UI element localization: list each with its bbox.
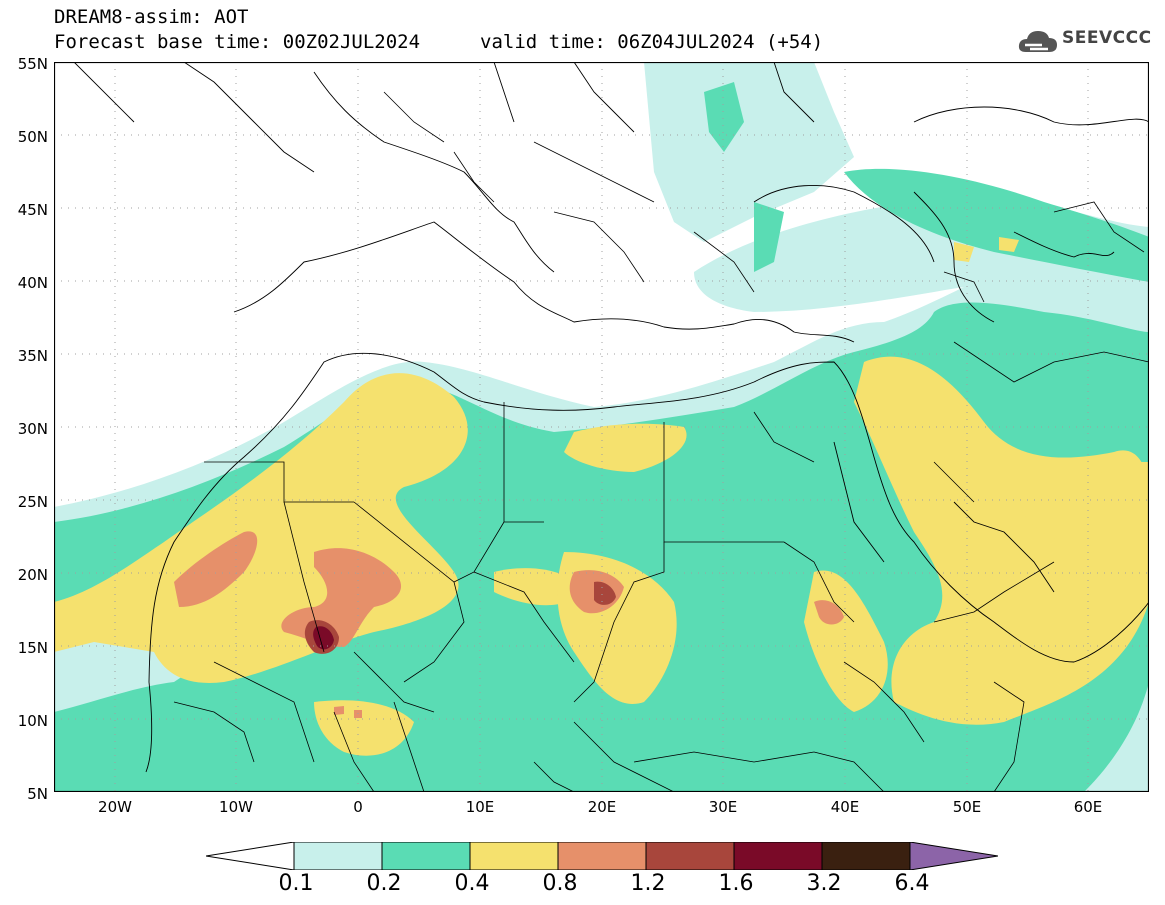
lon-label-20w: 20W: [98, 798, 132, 816]
colorbar-cell: [821, 842, 911, 870]
lat-label-35n: 35N: [17, 347, 48, 365]
lon-label-20e: 20E: [587, 798, 617, 816]
lat-label-15n: 15N: [17, 639, 48, 657]
colorbar-cell: [469, 842, 559, 870]
lat-label-50n: 50N: [17, 128, 48, 146]
lon-label-60e: 60E: [1073, 798, 1103, 816]
colorbar-cell: [645, 842, 735, 870]
lat-label-30n: 30N: [17, 420, 48, 438]
lon-label-0: 0: [353, 798, 363, 816]
colorbar-label: 0.8: [542, 871, 578, 896]
coastlines: [73, 62, 1149, 773]
lon-label-10w: 10W: [219, 798, 253, 816]
valid-time: valid time: 06Z04JUL2024 (+54): [480, 31, 824, 53]
forecast-base-time: Forecast base time: 00Z02JUL2024: [54, 31, 421, 53]
lat-label-5n: 5N: [27, 785, 48, 803]
colorbar-label: 1.2: [630, 871, 666, 896]
graticule: [54, 62, 1149, 792]
lon-label-30e: 30E: [708, 798, 738, 816]
colorbar-cell: [293, 842, 383, 870]
country-borders: [173, 91, 1149, 792]
colorbar-cell: [381, 842, 471, 870]
lat-label-55n: 55N: [17, 55, 48, 73]
colorbar-cell: [909, 842, 998, 870]
map-frame: [54, 62, 1149, 792]
aot-map: [54, 62, 1149, 792]
colorbar-label: 6.4: [894, 871, 930, 896]
lat-label-40n: 40N: [17, 274, 48, 292]
logo-text: SEEVCCC: [1062, 28, 1152, 48]
map-title: DREAM8-assim: AOT: [54, 6, 249, 28]
lat-label-10n: 10N: [17, 712, 48, 730]
seevccc-logo: SEEVCCC: [1016, 22, 1156, 62]
colorbar-cell: [206, 842, 295, 870]
lat-label-25n: 25N: [17, 493, 48, 511]
colorbar: [206, 842, 998, 870]
lat-label-45n: 45N: [17, 201, 48, 219]
lat-label-20n: 20N: [17, 566, 48, 584]
colorbar-label: 0.2: [366, 871, 402, 896]
cloud-icon: [1018, 31, 1057, 52]
colorbar-label: 0.4: [454, 871, 490, 896]
lon-label-50e: 50E: [952, 798, 982, 816]
colorbar-cell: [733, 842, 823, 870]
colorbar-cell: [557, 842, 647, 870]
colorbar-label: 0.1: [278, 871, 314, 896]
colorbar-label: 1.6: [718, 871, 754, 896]
lon-label-40e: 40E: [830, 798, 860, 816]
map-panel: [54, 62, 1149, 792]
colorbar-label: 3.2: [806, 871, 842, 896]
lon-label-10e: 10E: [465, 798, 495, 816]
